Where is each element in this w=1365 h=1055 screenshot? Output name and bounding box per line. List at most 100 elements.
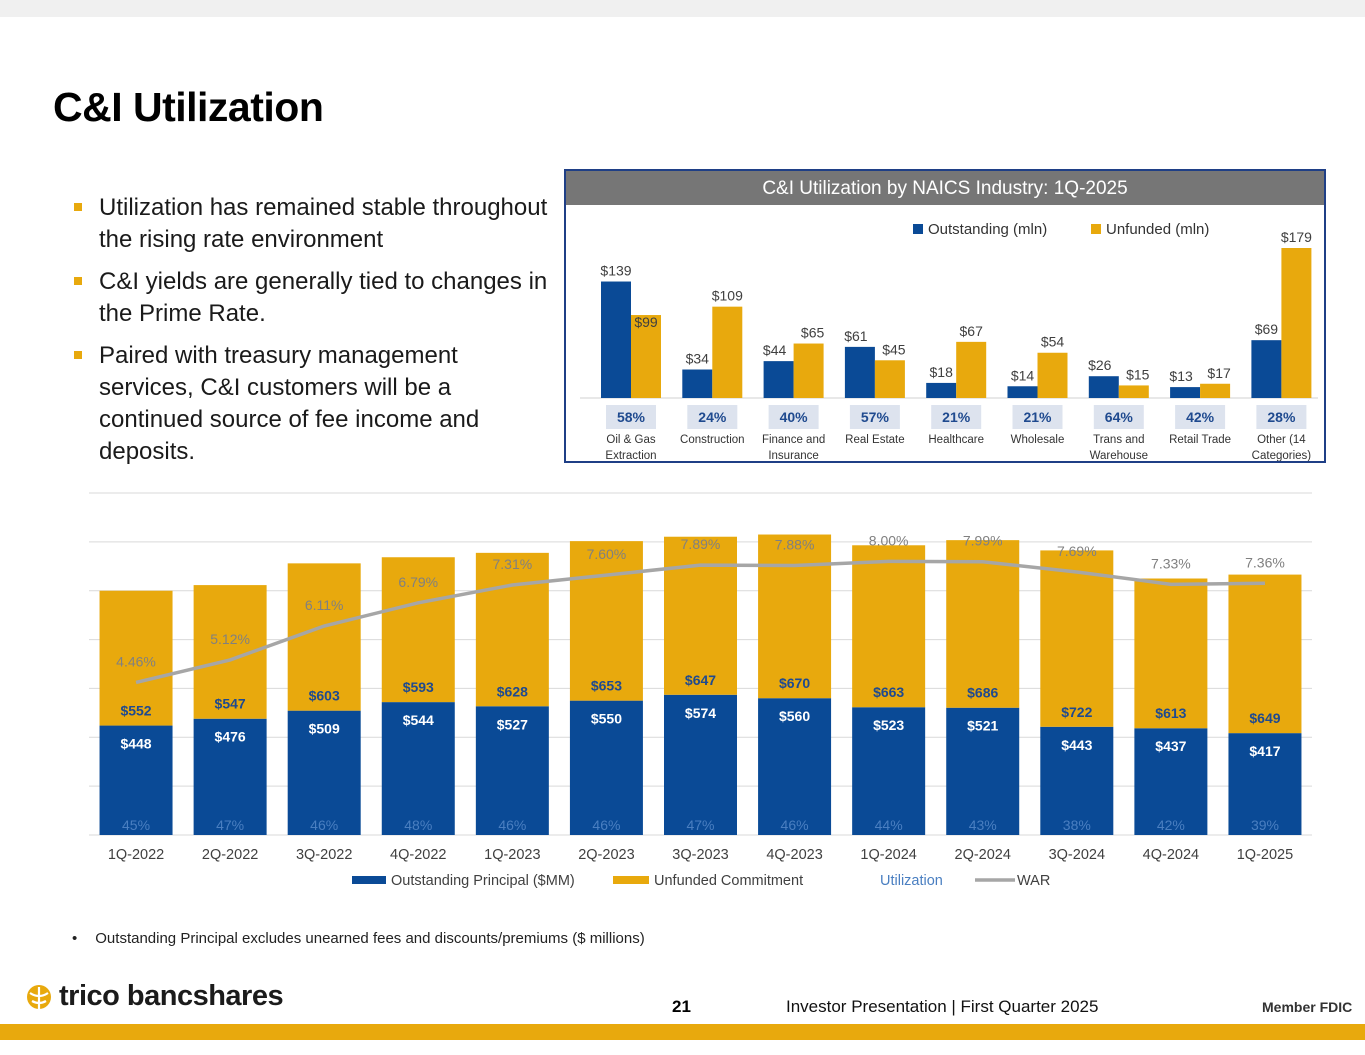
x-tick-label: 3Q-2024 xyxy=(1049,847,1105,863)
legend-unfunded-swatch xyxy=(1091,224,1101,234)
footnote-text: Outstanding Principal excludes unearned … xyxy=(95,930,645,947)
bar-outstanding xyxy=(852,707,926,835)
x-tick-label: 1Q-2023 xyxy=(484,847,540,863)
category-label: Categories) xyxy=(1252,450,1312,461)
bullet-item: Utilization has remained stable througho… xyxy=(72,192,552,256)
data-label-unfunded: $603 xyxy=(309,688,340,704)
data-label-unfunded: $109 xyxy=(712,288,743,304)
bottom-band xyxy=(0,1024,1365,1040)
bar-unfunded xyxy=(1228,574,1302,734)
bar-outstanding xyxy=(682,369,713,398)
data-label-unfunded: $45 xyxy=(882,341,906,357)
bar-unfunded xyxy=(1200,383,1231,398)
utilization-pill xyxy=(1012,405,1063,429)
category-label: Wholesale xyxy=(1011,434,1065,446)
data-label-unfunded: $613 xyxy=(1155,705,1186,721)
data-label-unfunded: $67 xyxy=(960,323,984,339)
legend-war-label: WAR xyxy=(1017,873,1050,889)
bullet-item: C&I yields are generally tied to changes… xyxy=(72,266,552,330)
bar-outstanding xyxy=(287,710,361,835)
data-label-unfunded: $628 xyxy=(497,683,528,699)
naics-chart: Outstanding (mln) Unfunded (mln) $139 $99 58… xyxy=(580,221,1318,461)
bullet-square-icon xyxy=(74,351,82,359)
war-data-label: 7.88% xyxy=(775,537,815,553)
data-label-unfunded: $15 xyxy=(1126,366,1150,382)
bar-unfunded xyxy=(1281,248,1312,398)
bar-outstanding xyxy=(1040,726,1114,835)
data-label-unfunded: $552 xyxy=(120,703,151,719)
data-label-outstanding: $417 xyxy=(1249,743,1280,759)
page-number: 21 xyxy=(672,997,691,1016)
bar-outstanding xyxy=(99,725,173,835)
bar-unfunded xyxy=(874,360,905,398)
war-data-label: 7.36% xyxy=(1245,554,1285,570)
war-data-label: 7.89% xyxy=(681,536,721,552)
utilization-pill xyxy=(931,405,982,429)
data-label-outstanding: $550 xyxy=(591,711,622,727)
utilization-label: 21% xyxy=(942,409,971,425)
data-label-outstanding: $521 xyxy=(967,718,998,734)
data-label-outstanding: $448 xyxy=(120,736,151,752)
bullet-text: Utilization has remained stable througho… xyxy=(99,194,548,253)
data-label-outstanding: $13 xyxy=(1169,368,1193,384)
utilization-label: 45% xyxy=(122,817,150,833)
data-label-outstanding: $527 xyxy=(497,716,528,732)
x-tick-label: 1Q-2024 xyxy=(860,847,916,863)
data-label-unfunded: $179 xyxy=(1281,229,1312,245)
category-label: Construction xyxy=(680,434,745,446)
bar-outstanding xyxy=(475,706,549,835)
bullet-square-icon xyxy=(74,277,82,285)
utilization-label: 58% xyxy=(617,409,646,425)
bar-outstanding xyxy=(763,361,794,398)
utilization-label: 28% xyxy=(1267,409,1296,425)
bar-unfunded xyxy=(758,534,832,699)
utilization-label: 42% xyxy=(1157,817,1185,833)
bar-unfunded xyxy=(1040,550,1114,727)
bullet-item: Paired with treasury management services… xyxy=(72,340,552,468)
category-label: Finance and xyxy=(762,434,825,446)
bar-unfunded xyxy=(569,541,643,701)
bar-unfunded xyxy=(1118,385,1149,398)
x-tick-label: 1Q-2025 xyxy=(1237,847,1293,863)
utilization-pill xyxy=(687,405,738,429)
bar-outstanding xyxy=(569,700,643,835)
war-data-label: 7.60% xyxy=(587,546,627,562)
top-band xyxy=(0,0,1365,17)
bar-unfunded xyxy=(956,341,987,398)
data-label-unfunded: $653 xyxy=(591,678,622,694)
x-tick-label: 2Q-2023 xyxy=(578,847,634,863)
bar-unfunded xyxy=(793,343,824,398)
data-label-outstanding: $437 xyxy=(1155,738,1186,754)
data-label-unfunded: $649 xyxy=(1249,710,1280,726)
utilization-label: 38% xyxy=(1063,817,1091,833)
war-data-label: 6.11% xyxy=(305,597,344,613)
category-label: Healthcare xyxy=(928,434,984,446)
category-label: Oil & Gas xyxy=(606,434,655,446)
data-label-outstanding: $523 xyxy=(873,717,904,733)
utilization-label: 39% xyxy=(1251,817,1279,833)
legend-unfunded-swatch xyxy=(613,876,649,884)
data-label-outstanding: $44 xyxy=(763,342,787,358)
utilization-label: 44% xyxy=(875,817,903,833)
data-label-unfunded: $647 xyxy=(685,672,716,688)
bar-outstanding xyxy=(1170,387,1201,398)
data-label-outstanding: $476 xyxy=(215,729,246,745)
data-label-outstanding: $34 xyxy=(686,351,710,367)
bar-unfunded xyxy=(287,563,361,711)
x-tick-label: 2Q-2022 xyxy=(202,847,258,863)
bar-unfunded xyxy=(1134,578,1208,729)
naics-chart-panel: C&I Utilization by NAICS Industry: 1Q-20… xyxy=(564,169,1326,463)
data-label-unfunded: $686 xyxy=(967,685,998,701)
data-label-unfunded: $547 xyxy=(215,696,246,712)
bar-outstanding xyxy=(381,702,455,835)
utilization-label: 21% xyxy=(1023,409,1052,425)
bar-unfunded xyxy=(99,590,173,726)
x-tick-label: 4Q-2023 xyxy=(766,847,822,863)
utilization-pill xyxy=(606,405,656,429)
legend-unfunded-label: Unfunded Commitment xyxy=(654,873,803,889)
data-label-outstanding: $139 xyxy=(600,263,631,279)
war-data-label: 7.69% xyxy=(1057,543,1097,559)
legend-utilization-label: Utilization xyxy=(880,873,943,889)
bar-outstanding xyxy=(601,281,631,398)
war-data-label: 4.46% xyxy=(116,653,156,669)
